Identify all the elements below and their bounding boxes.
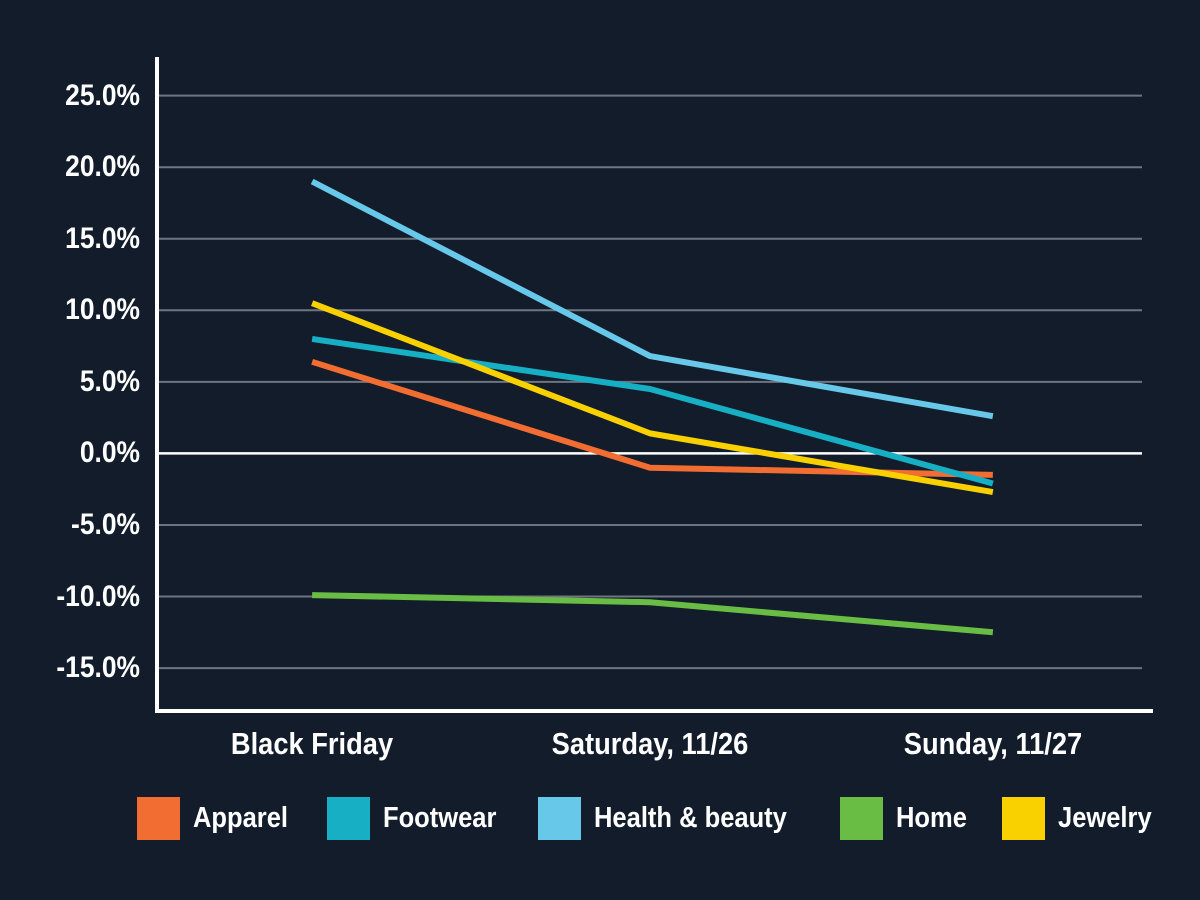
legend-label: Health & beauty — [594, 802, 788, 834]
y-tick-label: 15.0% — [65, 221, 140, 255]
series-line-health-beauty — [310, 178, 994, 420]
x-tick-label-saturday-11-26: Saturday, 11/26 — [551, 726, 749, 761]
y-tick-label: 10.0% — [65, 293, 140, 327]
y-tick-label: -5.0% — [71, 507, 140, 541]
legend-item-home: Home — [839, 797, 977, 840]
series-line-jewelry — [311, 300, 994, 496]
x-axis-line — [155, 709, 1153, 713]
series-line-home — [312, 592, 994, 636]
chart-legend: Apparel Footwear Health & beauty Home Jewelr… — [137, 797, 1152, 840]
legend-label: Home — [895, 802, 967, 834]
y-tick-label: 0.0% — [79, 436, 140, 470]
y-tick-label: 20.0% — [65, 150, 140, 184]
legend-label: Jewelry — [1058, 802, 1152, 834]
y-axis-line — [155, 57, 159, 713]
x-tick-label-black-friday: Black Friday — [230, 726, 394, 761]
legend-swatch-apparel — [137, 797, 181, 840]
legend-swatch-home — [839, 797, 883, 840]
series-line-footwear — [311, 335, 994, 487]
legend-swatch-jewelry — [1002, 797, 1046, 840]
legend-label: Apparel — [193, 802, 289, 834]
legend-swatch-footwear — [327, 797, 371, 840]
legend-item-health-beauty: Health & beauty — [538, 797, 813, 840]
legend-label: Footwear — [383, 802, 497, 834]
y-tick-label: -10.0% — [56, 579, 140, 613]
legend-item-apparel: Apparel — [137, 797, 301, 840]
legend-item-jewelry: Jewelry — [1002, 797, 1164, 840]
y-tick-label: 25.0% — [65, 78, 140, 112]
legend-swatch-health-beauty — [538, 797, 582, 840]
legend-item-footwear: Footwear — [327, 797, 512, 840]
x-tick-label-sunday-11-27: Sunday, 11/27 — [903, 726, 1083, 761]
y-tick-label: 5.0% — [79, 364, 140, 398]
y-tick-label: -15.0% — [56, 651, 140, 685]
